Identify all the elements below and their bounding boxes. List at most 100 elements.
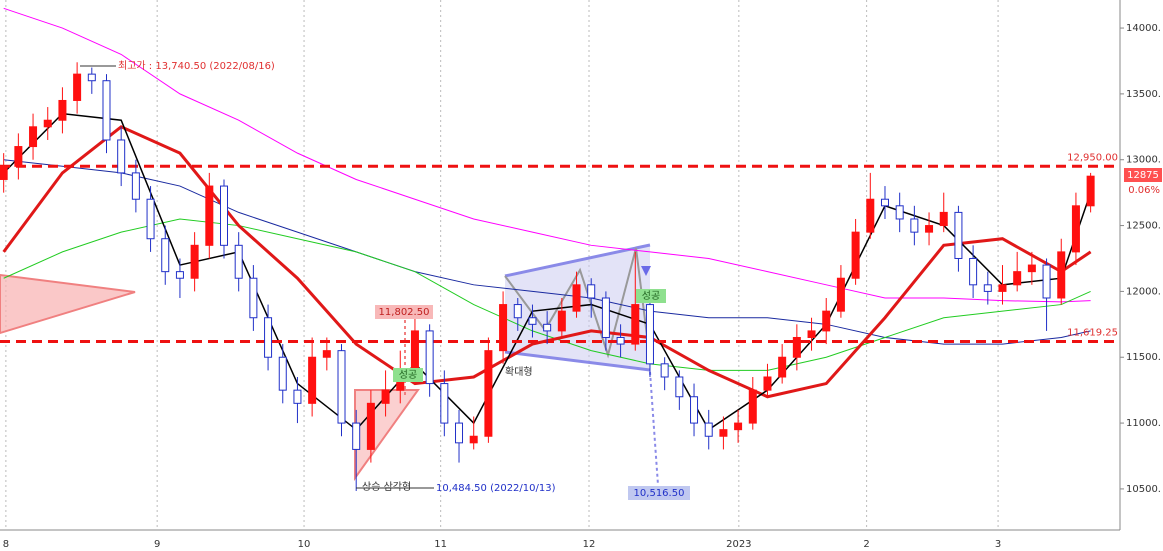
candle [925,212,934,246]
candle [763,363,772,397]
candle [484,337,493,443]
candle [807,317,816,351]
candle [719,416,728,450]
level-label: 11,619.25 [1067,328,1118,339]
level-label: 12,950.00 [1067,152,1118,163]
candle-body [645,304,654,365]
candle-body [161,238,170,273]
moving-average [3,7,1091,303]
candle-body [205,185,214,246]
candle [43,107,52,140]
annotation: 성공 [642,290,660,302]
candle [513,297,522,331]
label-box [393,368,423,382]
candle [1027,251,1036,285]
price-box [1124,168,1162,182]
candle-body [1086,175,1095,207]
candle [734,409,743,443]
label-box [628,486,690,500]
candle-body [528,317,537,325]
candle-body [87,73,96,82]
candle [939,192,948,233]
annotation: 성공 [399,369,417,381]
candle [278,344,287,404]
candle [690,383,699,437]
candle [1013,251,1022,292]
candle-body [499,304,508,352]
candle-body [572,284,581,312]
candle-body [381,389,390,404]
x-tick-label: 2 [863,539,869,550]
candle-body [0,165,8,180]
candle-body [234,244,243,279]
candle [969,245,978,298]
candle-body [880,198,889,207]
y-tick-label: 11500. [1126,352,1161,363]
candle-body [807,330,816,338]
candle [293,376,302,424]
candle-body [366,402,375,450]
candle-body [851,231,860,279]
candle-body [675,376,684,398]
candle [337,344,346,437]
candle-body [631,304,640,345]
candle-body [43,119,52,128]
candle-body [410,330,419,371]
candle [131,159,140,213]
candle [1086,172,1095,213]
candle-body [1013,271,1022,286]
annotation: 11,802.50 [379,307,430,318]
candle [748,376,757,430]
target-line [649,371,659,486]
candle [675,370,684,410]
candle [880,186,889,219]
candle-body [58,99,67,121]
candle-body [1057,251,1066,299]
candle-body [983,284,992,292]
y-tick-label: 13500. [1126,89,1161,100]
x-tick-label: 8 [3,539,9,550]
candle [440,370,449,437]
candle-body [352,422,361,450]
candle-body [704,422,713,437]
x-tick-label: 3 [995,539,1001,550]
y-tick-label: 14000. [1126,23,1161,34]
candle-body [998,284,1007,292]
y-tick-label: 13000. [1126,155,1161,166]
candle [851,218,860,285]
candle [866,172,875,239]
x-tick-label: 11 [434,539,447,550]
candle [631,251,640,351]
candle [0,153,8,193]
candle [836,265,845,318]
candle [381,370,390,417]
candle [146,186,155,252]
x-tick-label: 2023 [726,539,751,550]
pattern-label: 확대형 [505,366,533,378]
candle-body [337,350,346,424]
candle-body [1071,205,1080,253]
candle [205,172,214,259]
arrow [641,266,651,276]
candle [616,324,625,358]
candle-body [616,336,625,345]
candle [220,179,228,259]
candle-body [425,330,434,385]
annotation: 10,484.50 (2022/10/13) [436,483,556,494]
candle-body [146,198,155,240]
candle-body [469,435,478,444]
candle-body [175,271,184,279]
candle-body [910,218,919,233]
candle [601,291,610,351]
candle [1042,258,1051,331]
candle [645,297,654,377]
candle [557,297,566,338]
x-tick-label: 10 [298,539,311,550]
candle-body [792,336,801,358]
candle-body [117,139,126,174]
candle [543,311,552,345]
candle-body [1042,264,1051,299]
candle-body [719,429,728,437]
candle-body [322,350,331,358]
